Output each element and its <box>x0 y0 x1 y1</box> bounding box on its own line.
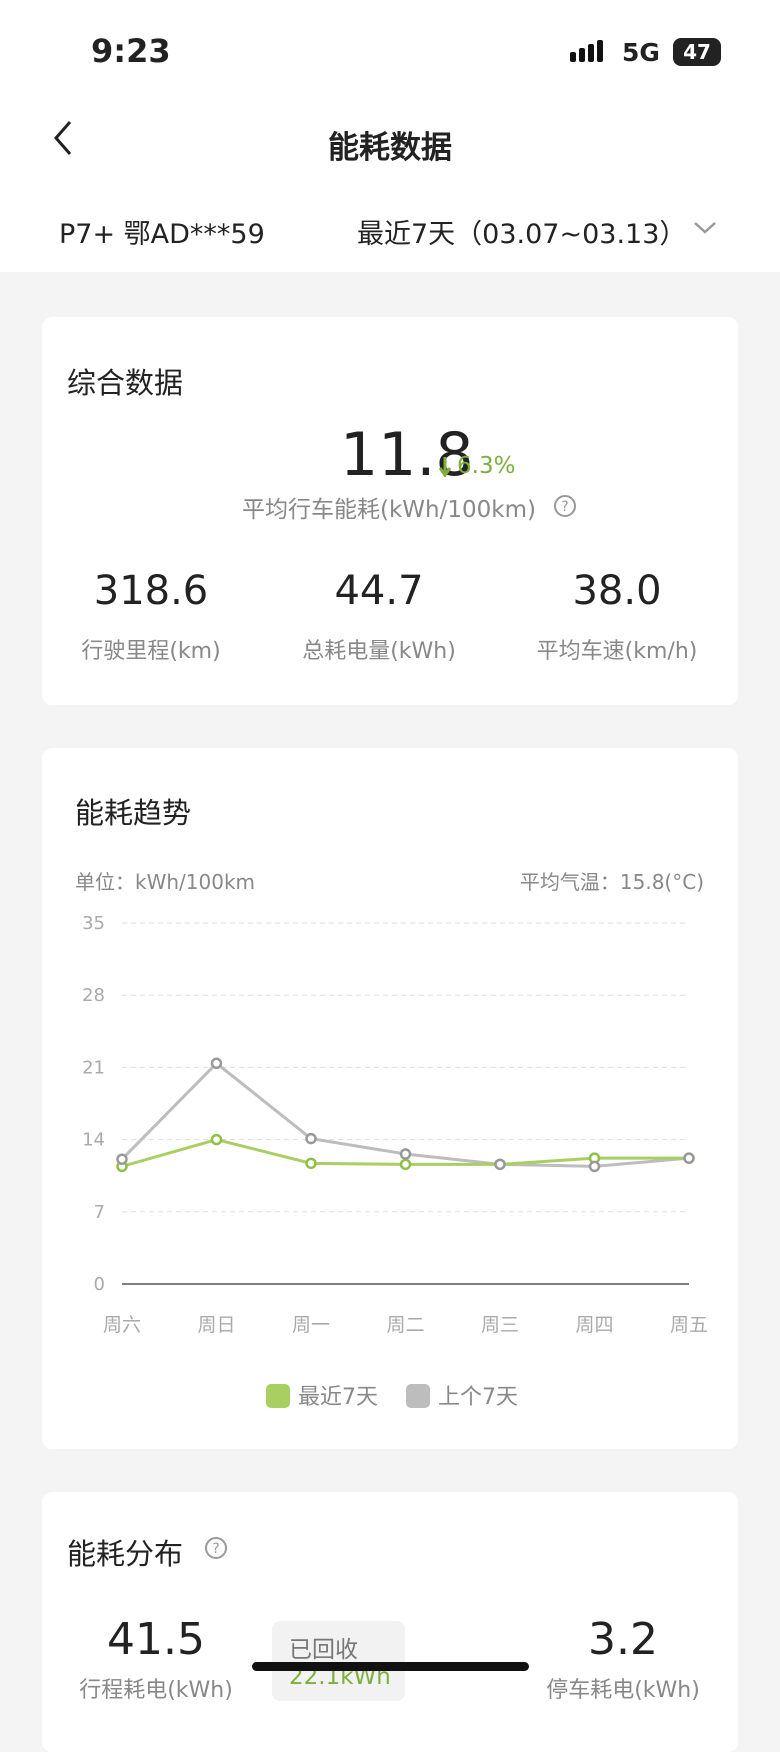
svg-text:?: ? <box>561 499 568 515</box>
temperature: 平均气温：15.8(°C) <box>519 870 704 894</box>
y-tick-label: 28 <box>82 985 105 1006</box>
card-title: 能耗趋势 <box>75 796 192 830</box>
avg-label: 平均行车能耗(kWh/100km) <box>242 497 536 523</box>
x-tick-label: 周日 <box>197 1314 235 1336</box>
top-area <box>0 0 780 272</box>
x-tick-label: 周四 <box>575 1314 613 1336</box>
stat-label: 行驶里程(km) <box>81 639 221 664</box>
stat-value: 44.7 <box>334 568 424 614</box>
legend-swatch <box>406 1384 430 1408</box>
y-tick-label: 7 <box>94 1202 105 1223</box>
home-indicator <box>252 1662 529 1671</box>
data-point <box>399 1148 412 1160</box>
help-icon[interactable]: ? <box>204 1536 228 1560</box>
data-point <box>116 1153 128 1165</box>
status-time: 9:23 <box>91 32 171 70</box>
card-title: 能耗分布 <box>67 1537 184 1571</box>
vehicle[interactable]: P7+ 鄂AD***59 <box>59 219 265 250</box>
summary-card <box>42 317 738 705</box>
x-tick-label: 周五 <box>670 1314 708 1336</box>
trip-value: 41.5 <box>107 1614 205 1665</box>
stat-value: 318.6 <box>93 568 209 614</box>
data-point <box>683 1152 695 1164</box>
legend-swatch <box>266 1384 290 1408</box>
unit-label: 单位：kWh/100km <box>75 870 256 894</box>
stat-label: 总耗电量(kWh) <box>302 639 456 664</box>
stat-label: 平均车速(km/h) <box>536 639 698 664</box>
trend-card <box>42 748 738 1449</box>
legend-label: 最近7天 <box>298 1385 378 1410</box>
parking-value: 3.2 <box>588 1614 658 1665</box>
y-tick-label: 21 <box>82 1057 105 1078</box>
battery: 47 <box>673 38 721 66</box>
data-point <box>210 1057 223 1070</box>
data-point <box>588 1160 601 1173</box>
change: 6.3% <box>457 453 516 479</box>
dropdown-icon[interactable] <box>692 218 718 238</box>
svg-text:?: ? <box>212 1541 219 1557</box>
stat-value: 38.0 <box>572 568 662 614</box>
data-point <box>305 1157 317 1170</box>
y-tick-label: 35 <box>82 913 105 934</box>
y-tick-label: 0 <box>94 1274 105 1295</box>
x-tick-label: 周六 <box>103 1314 141 1336</box>
data-point <box>494 1158 506 1171</box>
trip-label: 行程耗电(kWh) <box>79 1678 233 1703</box>
help-icon[interactable]: ? <box>553 494 577 518</box>
network: 5G <box>622 38 660 67</box>
data-point <box>305 1132 317 1145</box>
down-arrow <box>438 457 452 478</box>
x-tick-label: 周一 <box>292 1314 330 1336</box>
data-point <box>210 1133 223 1146</box>
y-tick-label: 14 <box>82 1130 105 1151</box>
x-tick-label: 周二 <box>386 1314 424 1336</box>
back-button[interactable] <box>48 118 78 158</box>
avg-consumption: 11.8 <box>340 420 474 490</box>
x-tick-label: 周三 <box>481 1314 519 1336</box>
data-point <box>399 1158 412 1171</box>
parking-label: 停车耗电(kWh) <box>546 1678 700 1703</box>
page-title: 能耗数据 <box>328 130 452 166</box>
signal-icon <box>570 40 603 62</box>
legend-label: 上个7天 <box>438 1385 518 1410</box>
recovered-label: 已回收 <box>289 1637 358 1663</box>
card-title: 综合数据 <box>67 366 184 400</box>
period[interactable]: 最近7天（03.07~03.13） <box>357 219 687 250</box>
